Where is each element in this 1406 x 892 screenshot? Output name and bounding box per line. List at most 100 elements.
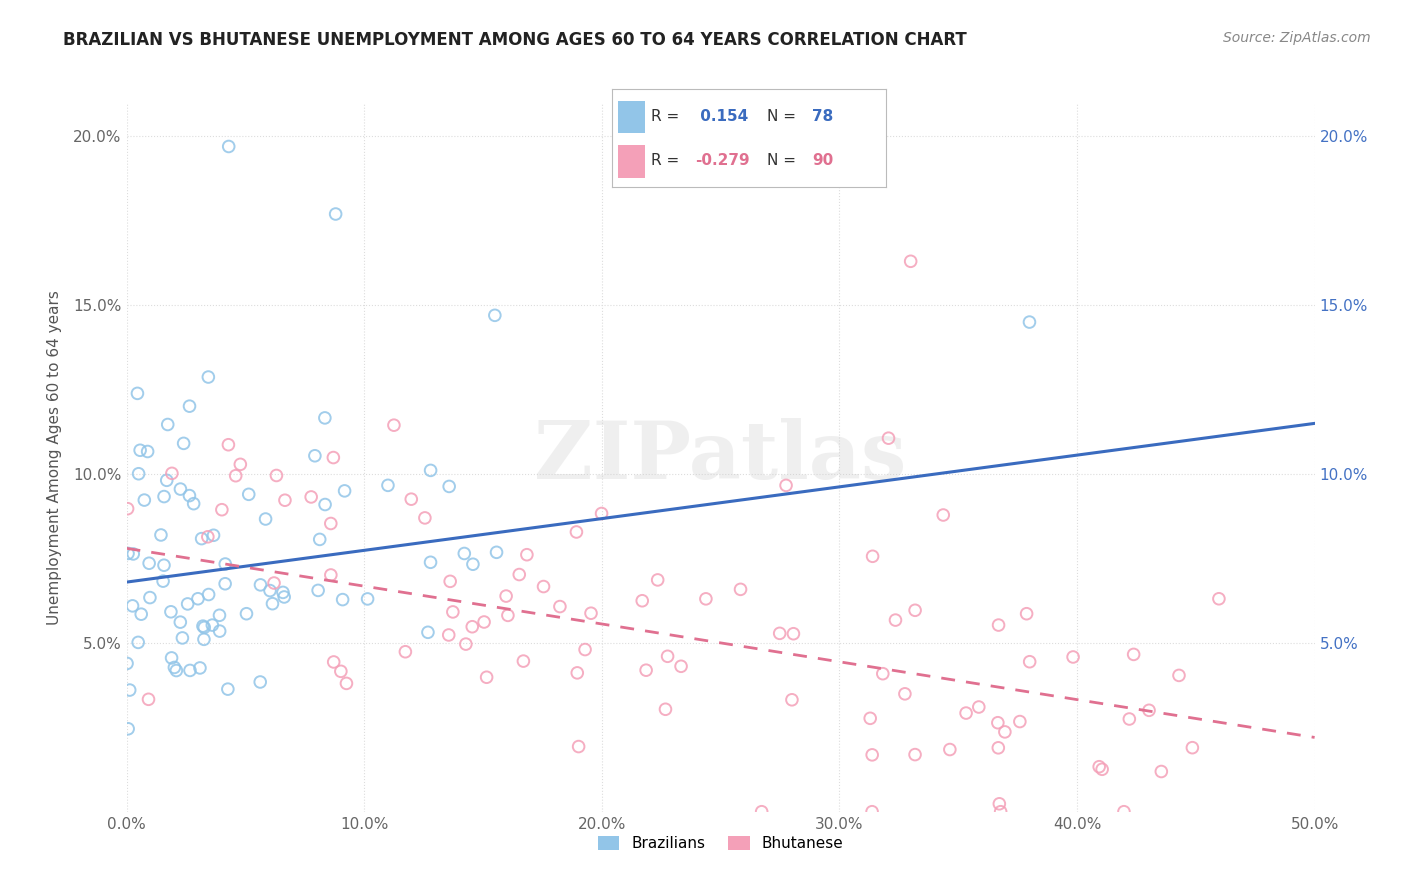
Point: [987, 740, 1010, 755]
Point: [335, 676, 357, 690]
Text: -0.279: -0.279: [695, 153, 749, 169]
Point: [730, 582, 752, 597]
Point: [533, 580, 555, 594]
Point: [169, 482, 191, 496]
Point: [179, 489, 201, 503]
Point: [669, 659, 692, 673]
Point: [461, 558, 484, 572]
Point: [1208, 591, 1230, 606]
Point: [382, 418, 405, 433]
Point: [117, 501, 139, 516]
Point: [266, 468, 288, 483]
Point: [238, 487, 260, 501]
Point: [138, 692, 160, 706]
Point: [165, 664, 187, 678]
Point: [484, 309, 506, 323]
Point: [657, 649, 679, 664]
Text: Source: ZipAtlas.com: Source: ZipAtlas.com: [1223, 31, 1371, 45]
Point: [208, 608, 231, 623]
Point: [591, 507, 613, 521]
Point: [128, 467, 150, 481]
Point: [229, 458, 252, 472]
Point: [176, 597, 198, 611]
Point: [631, 593, 654, 607]
Point: [156, 473, 179, 487]
Point: [568, 739, 591, 754]
Point: [1008, 714, 1031, 729]
Point: [117, 722, 139, 736]
Point: [1062, 650, 1084, 665]
Point: [1018, 315, 1040, 329]
Text: 0.154: 0.154: [695, 109, 748, 124]
Point: [201, 618, 224, 632]
Point: [197, 530, 219, 544]
Point: [308, 533, 330, 547]
Point: [377, 478, 399, 492]
Point: [654, 702, 676, 716]
Point: [1015, 607, 1038, 621]
Point: [439, 574, 461, 589]
Point: [217, 438, 239, 452]
Point: [988, 797, 1011, 811]
Point: [496, 608, 519, 623]
Point: [322, 450, 344, 465]
Point: [235, 607, 257, 621]
Point: [894, 687, 917, 701]
Point: [904, 747, 927, 762]
Point: [419, 463, 441, 477]
Point: [299, 490, 322, 504]
Point: [1091, 762, 1114, 776]
Point: [987, 618, 1010, 632]
Point: [271, 585, 294, 599]
Point: [218, 139, 240, 153]
Text: N =: N =: [766, 109, 800, 124]
Point: [122, 547, 145, 561]
Point: [695, 591, 717, 606]
Point: [461, 620, 484, 634]
Point: [1088, 760, 1111, 774]
Point: [939, 742, 962, 756]
Point: [416, 625, 439, 640]
Point: [319, 568, 342, 582]
Point: [565, 524, 588, 539]
Point: [932, 508, 955, 522]
Point: [512, 654, 534, 668]
Point: [202, 528, 225, 542]
Point: [259, 583, 281, 598]
Point: [274, 493, 297, 508]
Point: [508, 567, 530, 582]
Point: [115, 657, 138, 671]
Point: [332, 592, 354, 607]
Text: R =: R =: [651, 109, 685, 124]
Point: [1181, 740, 1204, 755]
Point: [193, 620, 215, 634]
Point: [314, 498, 336, 512]
Point: [994, 725, 1017, 739]
FancyBboxPatch shape: [619, 101, 644, 133]
Point: [127, 386, 149, 401]
Point: [1137, 703, 1160, 717]
Point: [1122, 648, 1144, 662]
Point: [214, 557, 236, 571]
Point: [197, 370, 219, 384]
Point: [187, 591, 209, 606]
Point: [152, 574, 174, 588]
Point: [262, 597, 284, 611]
Point: [419, 555, 441, 569]
Point: [183, 497, 205, 511]
Point: [225, 468, 247, 483]
Point: [401, 492, 423, 507]
Point: [211, 502, 233, 516]
Point: [179, 664, 201, 678]
Point: [134, 493, 156, 508]
Point: [263, 576, 285, 591]
Point: [884, 613, 907, 627]
Point: [769, 626, 792, 640]
Point: [413, 511, 436, 525]
Point: [127, 635, 149, 649]
Point: [325, 207, 347, 221]
Point: [254, 512, 277, 526]
Point: [904, 603, 927, 617]
Point: [751, 805, 773, 819]
Point: [173, 436, 195, 450]
